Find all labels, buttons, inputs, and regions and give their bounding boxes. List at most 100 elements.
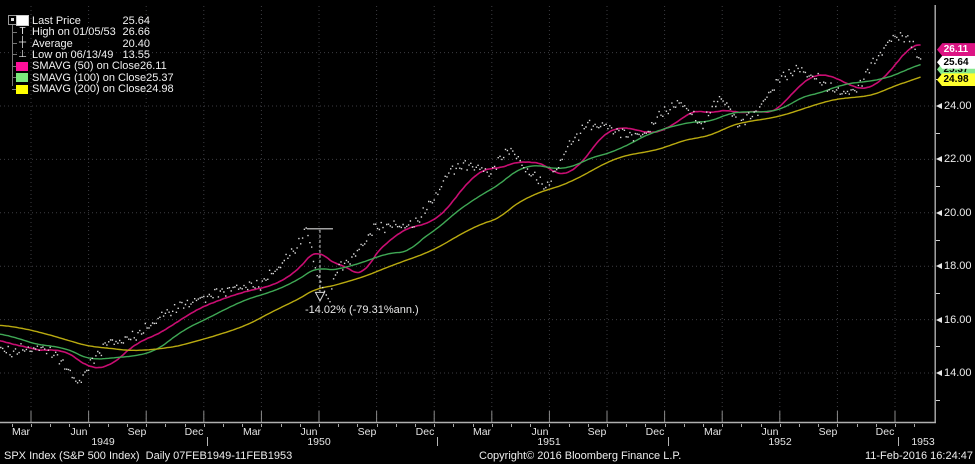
y-axis-tick [936,370,942,376]
status-bar: SPX Index (S&P 500 Index) Daily 07FEB194… [0,448,975,464]
legend-item-average[interactable]: ┼ Average 20.40 [3,37,153,50]
y-axis-label: 16.00 [944,313,972,326]
y-axis-tick [936,263,942,270]
y-axis-label: 20.00 [944,206,972,219]
x-axis-year-label: 1951 [537,436,561,448]
average-marker-icon: ┼ [16,38,29,48]
x-axis-month-tick [626,424,627,427]
x-axis-month-label: Jun [70,426,88,438]
x-axis-month-tick [185,424,186,427]
x-axis-month-label: Mar [11,426,31,438]
x-axis-month-tick [12,424,13,427]
last-value-badge: 24.98 [937,73,975,87]
legend-item-low[interactable]: ⊥ Low on 06/13/49 13.55 [3,48,153,61]
x-axis-month-label: Dec [184,426,204,438]
y-axis-label: 14.00 [944,367,972,379]
chart-series [0,32,922,384]
x-axis-month-tick [645,424,646,427]
x-axis-month-tick [165,424,166,427]
x-axis-month-tick [549,424,550,427]
x-axis-month-tick [511,424,512,427]
x-axis-month-tick [357,424,358,427]
x-axis-month-tick [799,424,800,427]
x-axis-year-label: 1950 [307,436,331,448]
price-chart-plot[interactable]: -14.02% (-79.31%ann.) [0,0,936,424]
y-axis-label: 18.00 [944,260,972,273]
y-axis-minor-tick [936,293,940,294]
x-axis-month-label: Sep [127,426,147,438]
x-axis-month-tick [722,424,723,427]
x-axis-month-label: Mar [242,426,262,438]
x-axis-month-label: Mar [472,426,492,438]
legend-value: 13.55 [122,48,150,61]
x-axis-year-label: 1953 [911,436,935,448]
x-axis-month-label: Jun [531,426,549,438]
x-axis-month-tick [319,424,320,427]
last-price-marker-icon [16,15,29,27]
x-axis-month-tick [703,424,704,427]
low-marker-icon: ⊥ [16,49,29,60]
x-axis-month-tick [761,424,762,427]
x-axis-month-label: Sep [357,426,377,438]
gridlines [0,6,935,422]
legend-tree-stub [12,31,17,33]
x-axis-month-tick [530,424,531,427]
legend-item-smavg-50[interactable]: SMAVG (50) on Close 26.11 [3,60,167,72]
y-axis-tick [936,156,942,163]
x-axis-month-label: Jun [761,426,779,438]
x-axis-month-tick [895,424,896,427]
legend-label: High on 01/05/53 [32,26,116,39]
x-axis-month-tick [741,424,742,427]
legend-value: 26.11 [140,60,167,73]
x-axis-month-tick [780,424,781,427]
last-value-badge: 26.11 [937,43,975,57]
legend-tree-stub [12,43,17,44]
drawdown-label: -14.02% (-79.31%ann.) [305,304,419,316]
year-boundary-mark [207,437,208,446]
x-axis-month-tick [569,424,570,427]
y-axis-minor-tick [936,186,940,187]
x-axis-year-label: 1949 [91,436,115,448]
last-value-badge: 25.64 [937,55,975,69]
legend-label: SMAVG (200) on Close [32,83,147,96]
y-axis-label: 24.00 [944,100,972,112]
copyright-notice: Copyright© 2016 Bloomberg Finance L.P. [479,450,682,462]
legend-item-high[interactable]: T High on 01/05/53 26.66 [3,26,153,39]
drawdown-annotation: -14.02% (-79.31%ann.) [305,228,419,316]
x-axis-month-label: Sep [818,426,838,438]
x-axis-month-label: Sep [587,426,607,438]
x-axis-month-tick [204,424,205,427]
x-axis-month-tick [108,424,109,427]
y-axis-minor-tick [936,400,940,401]
legend-value: 25.64 [122,14,150,27]
legend-label: Last Price [32,14,81,27]
legend-tree-stub [12,88,17,90]
legend-item-smavg-100[interactable]: SMAVG (100) on Close 25.37 [3,72,174,84]
y-axis-label: 22.00 [944,153,972,166]
legend-value: 24.98 [146,83,174,96]
year-boundary-mark [898,437,899,446]
high-marker-glyph-icon: T [19,26,26,38]
legend-item-last-price[interactable]: Last Price 25.64 [3,14,153,27]
y-axis-tick [936,209,942,216]
high-marker-icon: T [16,27,29,37]
year-boundary-mark [668,437,669,446]
x-axis-month-tick [281,424,282,427]
x-axis-month-tick [300,424,301,427]
x-axis-month-tick [31,424,32,427]
legend-value: 26.66 [122,26,150,39]
x-axis-month-tick [261,424,262,427]
x-axis-month-tick [377,424,378,427]
x-axis-month-tick [50,424,51,427]
timestamp: 11-Feb-2016 16:24:47 [864,450,973,462]
x-axis-month-label: Dec [875,426,895,438]
legend-tree-stub [12,77,17,79]
x-axis-month-tick [914,424,915,427]
legend-item-smavg-200[interactable]: SMAVG (200) on Close 24.98 [3,83,174,96]
x-axis-month-tick [876,424,877,427]
x-axis-month-label: Dec [645,426,665,438]
x-axis-month-tick [89,424,90,427]
legend-label: Average [32,37,73,50]
year-boundary-mark [437,437,438,446]
smavg-100-swatch-icon [16,73,28,83]
